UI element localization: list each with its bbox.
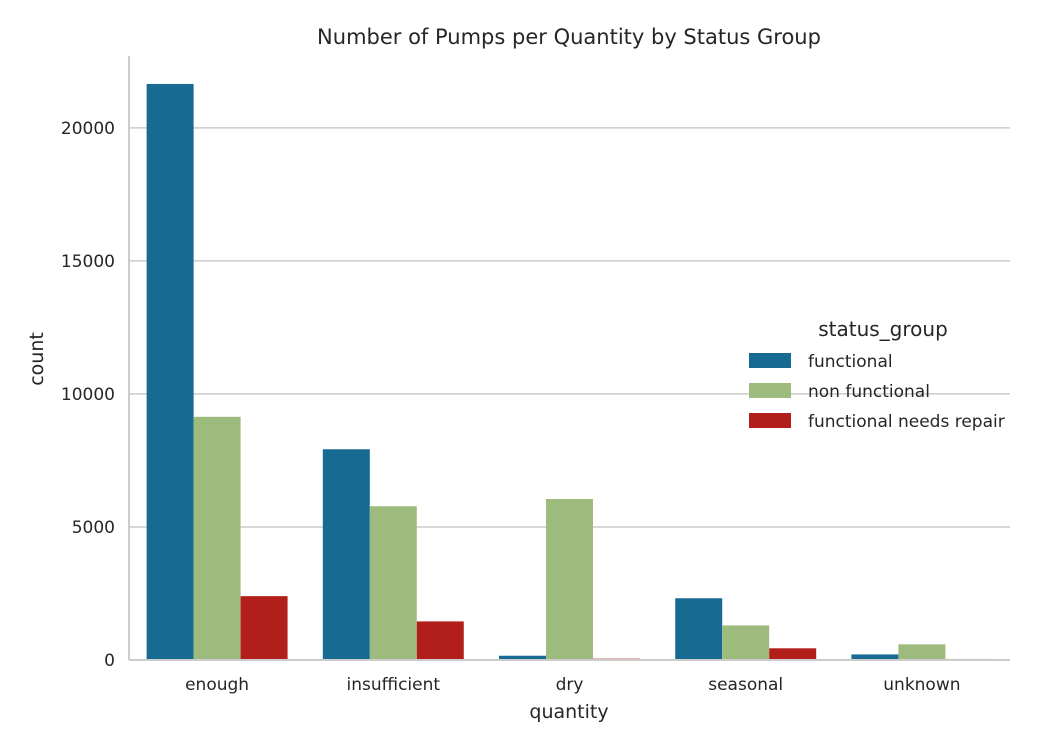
legend-title: status_group: [818, 317, 948, 341]
bar-enough-functional-needs-repair: [240, 596, 288, 660]
y-tick-label: 20000: [61, 119, 115, 139]
bar-seasonal-functional: [675, 598, 723, 660]
bar-dry-functional: [499, 655, 547, 660]
bar-dry-non-functional: [546, 499, 593, 660]
legend-swatch: [749, 353, 791, 368]
x-tick-label: unknown: [883, 675, 960, 695]
bar-enough-non-functional: [193, 416, 241, 660]
legend-swatch: [749, 413, 791, 428]
legend-label: functional: [808, 352, 893, 372]
bar-unknown-functional: [851, 654, 899, 660]
y-tick-label: 15000: [61, 252, 115, 272]
bar-insufficient-functional: [322, 449, 370, 660]
x-tick-labels: enough insufficient dry seasonal unknown: [185, 675, 960, 695]
x-axis-label: quantity: [529, 701, 608, 723]
bar-enough-functional: [146, 83, 194, 660]
y-tick-label: 0: [104, 651, 115, 671]
y-tick-labels: 0 5000 10000 15000 20000: [61, 119, 115, 671]
bars: [146, 83, 993, 660]
x-tick-label: enough: [185, 675, 249, 695]
x-tick-label: insufficient: [347, 675, 441, 695]
bar-insufficient-functional-needs-repair: [416, 621, 464, 660]
y-axis-label: count: [26, 332, 48, 386]
bar-insufficient-non-functional: [369, 506, 417, 660]
bar-unknown-non-functional: [898, 644, 946, 660]
bar-seasonal-functional-needs-repair: [769, 648, 817, 660]
x-tick-label: dry: [556, 675, 584, 695]
legend-label: non functional: [808, 382, 930, 402]
legend-swatch: [749, 383, 791, 398]
y-tick-label: 10000: [61, 385, 115, 405]
x-tick-label: seasonal: [708, 675, 783, 695]
legend-label: functional needs repair: [808, 412, 1005, 432]
legend: status_group functional non functional fun…: [749, 317, 1005, 432]
y-tick-label: 5000: [72, 518, 115, 538]
bar-seasonal-non-functional: [722, 625, 770, 660]
chart-title: Number of Pumps per Quantity by Status G…: [317, 25, 821, 49]
